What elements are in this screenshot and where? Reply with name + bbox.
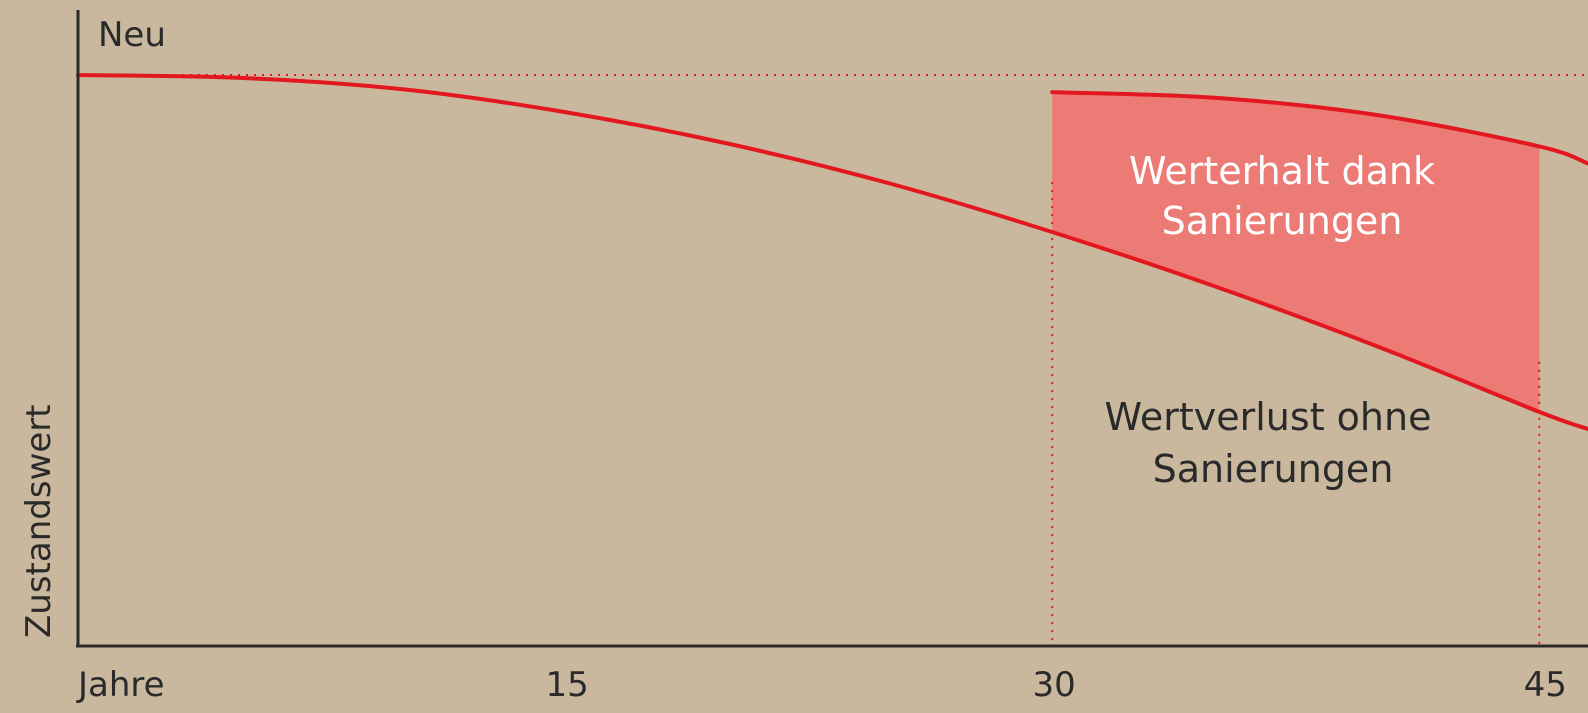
y-top-label: Neu: [98, 15, 166, 55]
x-tick-label: 45: [1524, 665, 1567, 705]
annotation-retention-line-1: Werterhalt dank: [1129, 149, 1435, 193]
y-axis-label: Zustandswert: [19, 404, 59, 638]
x-axis-label: Jahre: [76, 665, 165, 705]
annotation-loss-line-1: Wertverlust ohne: [1105, 395, 1432, 439]
x-tick-label: 15: [545, 665, 588, 705]
series-line-without-renovation: [76, 73, 1588, 431]
annotation-loss-line-2: Sanierungen: [1153, 447, 1394, 491]
value-retention-area: [1052, 92, 1540, 412]
series-line-with-renovation: [1050, 90, 1588, 166]
annotation-retention-line-2: Sanierungen: [1162, 199, 1403, 243]
x-tick-label: 30: [1033, 665, 1076, 705]
